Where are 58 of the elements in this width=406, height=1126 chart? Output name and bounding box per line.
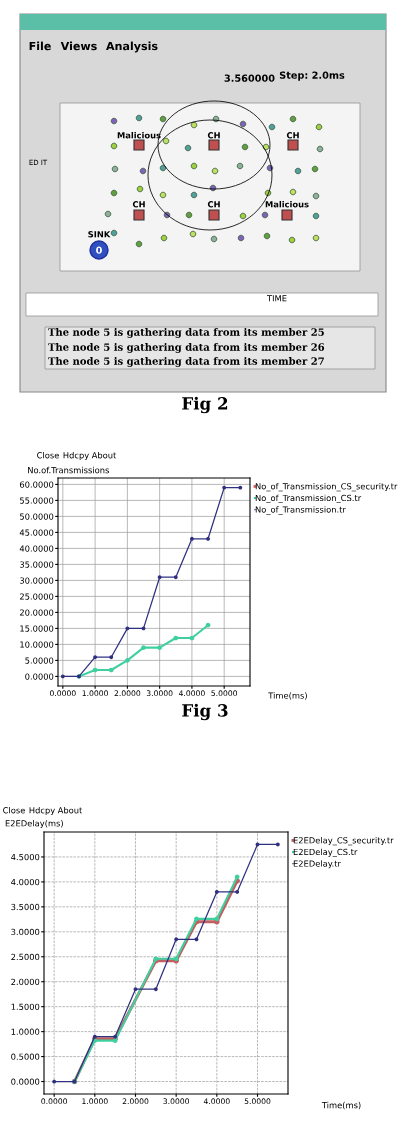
y-tick-label: 2.5000 (11, 953, 40, 961)
text: CH (286, 132, 299, 139)
y-tick-label: 5.0000 (25, 657, 54, 664)
y-tick-label: 3.0000 (11, 928, 40, 936)
y-tick-label: 15.0000 (20, 625, 54, 632)
caption: Fig 3 (182, 703, 228, 721)
text: About (57, 806, 83, 814)
text: Close (3, 806, 25, 814)
text: The node 5 is gathering data from its member 25 (48, 328, 324, 338)
x-axis-title: Time(ms) (321, 1101, 361, 1110)
y-tick-label: 40.0000 (19, 545, 54, 552)
text: File (29, 41, 51, 51)
text: 3.560000 (224, 74, 275, 82)
text: The node 5 is gathering data from its member 27 (48, 357, 324, 367)
y-tick-label: 55.0000 (20, 497, 54, 504)
y-tick-label: 25.0000 (19, 593, 54, 600)
text: 0 (96, 246, 102, 254)
y-tick-label: 3.5000 (11, 903, 40, 911)
y-tick-label: 30.0000 (20, 577, 54, 584)
text: Step: 2.0ms (279, 71, 345, 81)
legend-label: E2EDelay_CS.tr (293, 848, 358, 857)
y-axis-title: E2EDelay(ms) (5, 820, 63, 829)
y-tick-label: 2.0000 (11, 978, 40, 985)
y-tick-label: 1.0000 (11, 1028, 40, 1035)
legend-label: No_of_Transmission.tr (255, 506, 346, 515)
text: CH (207, 132, 220, 139)
text: CH (132, 201, 145, 208)
y-tick-label: 4.5000 (11, 853, 40, 861)
text: Malicious (117, 131, 161, 139)
text: About (91, 451, 117, 459)
text: SINK (88, 231, 111, 238)
legend-label: E2EDelay.tr (293, 860, 341, 869)
y-tick-label: 4.0000 (11, 878, 40, 886)
y-tick-label: 0.5000 (11, 1053, 40, 1060)
text: CH (207, 201, 220, 208)
y-axis-title: No.of.Transmissions (28, 466, 109, 474)
y-tick-label: 10.0000 (20, 641, 54, 648)
y-tick-label: 20.0000 (19, 609, 54, 616)
text: Close (37, 451, 59, 459)
y-tick-label: 50.0000 (20, 513, 54, 520)
y-tick-label: 60.0000 (19, 481, 54, 488)
legend-label: No_of_Transmission_CS_security.tr (255, 483, 398, 492)
text: Hdcpy (29, 806, 55, 816)
text: Malicious (265, 200, 309, 208)
text: Views (60, 41, 97, 51)
y-tick-label: 35.0000 (20, 561, 54, 568)
x-axis-title: Time(ms) (268, 692, 307, 700)
legend-label: E2EDelay_CS_security.tr (293, 837, 394, 846)
y-tick-label: 0.0000 (25, 673, 54, 680)
caption: Fig 2 (182, 396, 228, 414)
y-tick-label: 1.5000 (11, 1003, 40, 1010)
legend-label: No_of_Transmission_CS.tr (255, 494, 362, 503)
y-tick-label: 45.0000 (19, 529, 54, 536)
text: Analysis (106, 41, 158, 53)
text: The node 5 is gathering data from its member 26 (48, 343, 325, 353)
text: Hdcpy (63, 451, 89, 461)
text: TIME (266, 295, 287, 302)
y-tick-label: 0.0000 (11, 1078, 40, 1085)
